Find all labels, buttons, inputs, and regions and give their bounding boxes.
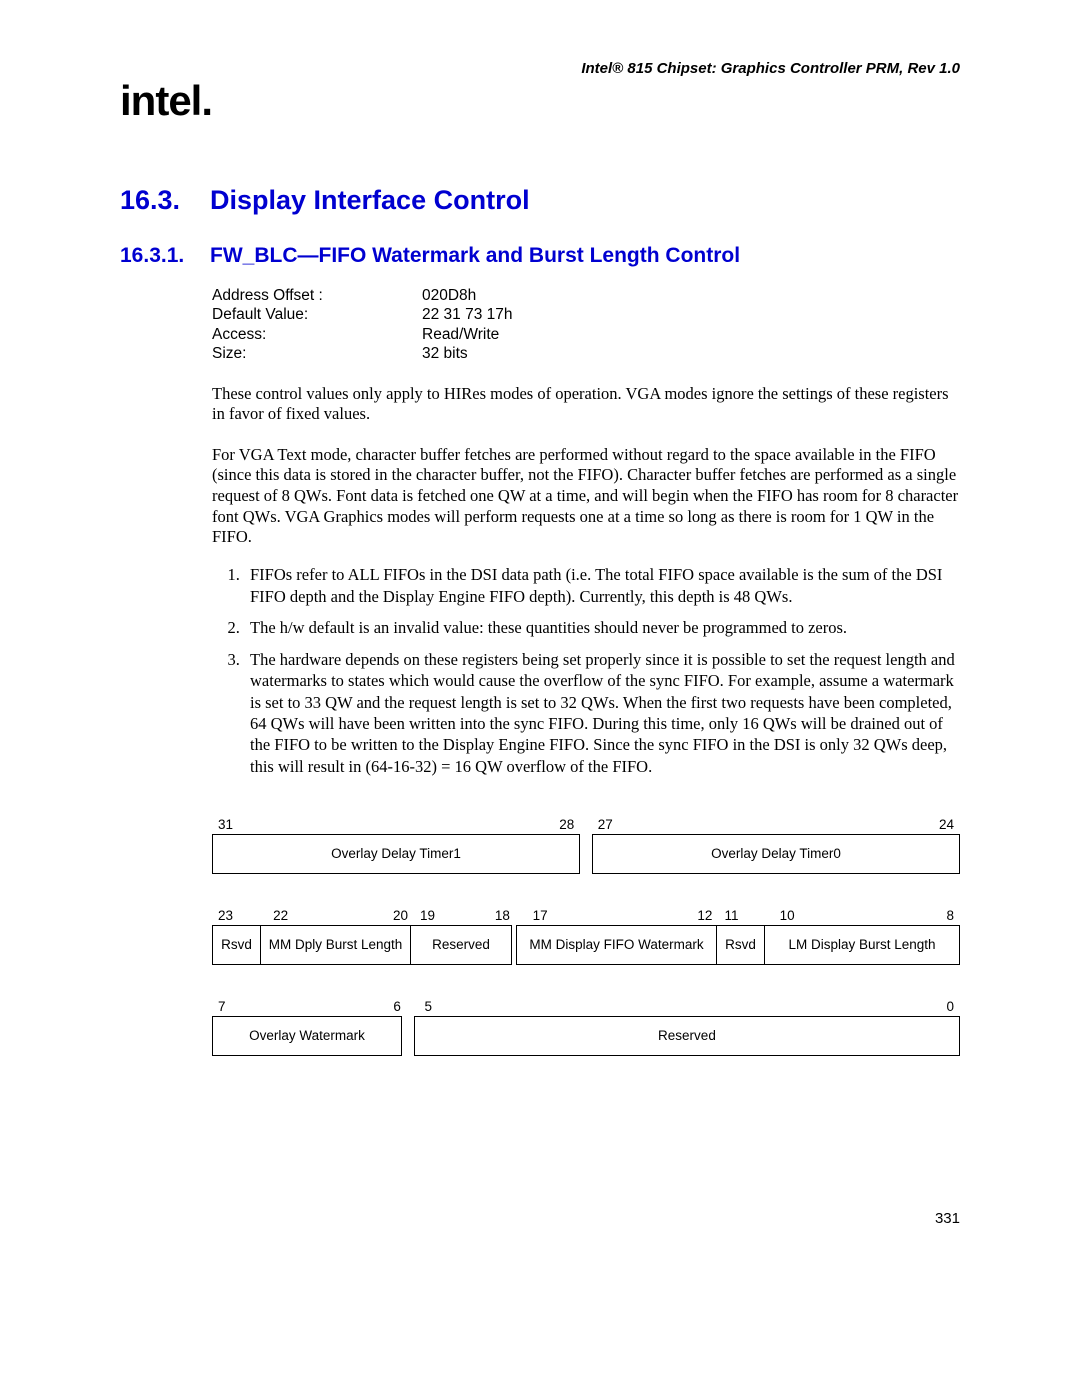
bf2-lmburst: LM Display Burst Length [765,926,959,964]
note-3: The hardware depends on these registers … [244,649,960,778]
bf1-timer0: Overlay Delay Timer0 [593,835,959,873]
bit-12: 12 [697,908,712,923]
bit-0: 0 [946,999,954,1014]
subsection-heading: 16.3.1.FW_BLC—FIFO Watermark and Burst L… [120,244,960,268]
bitfield-row-3: 7 6 5 0 Overlay Watermark Reserved [212,999,960,1056]
bf2-rsvd2: Rsvd [717,926,765,964]
bit-7: 7 [218,999,226,1014]
paragraph-2: For VGA Text mode, character buffer fetc… [212,445,960,548]
bit-17: 17 [533,908,548,923]
notes-list: FIFOs refer to ALL FIFOs in the DSI data… [212,564,960,777]
note-1: FIFOs refer to ALL FIFOs in the DSI data… [244,564,960,607]
bf3-ovwm: Overlay Watermark [213,1017,401,1055]
bit-28: 28 [559,817,574,832]
addr-offset-value: 020D8h [422,286,476,305]
bit-31: 31 [218,817,233,832]
section-heading: 16.3.Display Interface Control [120,185,960,216]
section-title: Display Interface Control [210,185,530,215]
bit-8: 8 [946,908,954,923]
bf2-mmburst: MM Dply Burst Length [261,926,411,964]
bitfield-row-2: 23 22 20 19 18 17 12 11 10 8 Rsvd MM Dply Bu… [212,908,960,965]
bit-11: 11 [724,908,738,923]
subsection-title: FW_BLC—FIFO Watermark and Burst Length C… [210,244,740,267]
bit-10: 10 [780,908,795,923]
addr-offset-label: Address Offset : [212,286,422,305]
access-value: Read/Write [422,325,499,344]
access-label: Access: [212,325,422,344]
bf2-mmfifo: MM Display FIFO Watermark [517,926,717,964]
bit-27: 27 [598,817,613,832]
bit-6: 6 [393,999,401,1014]
default-value-label: Default Value: [212,305,422,324]
section-number: 16.3. [120,185,210,216]
bit-20: 20 [393,908,408,923]
page-number: 331 [935,1210,960,1227]
note-2: The h/w default is an invalid value: the… [244,617,960,638]
bf1-timer1: Overlay Delay Timer1 [213,835,579,873]
bit-5: 5 [424,999,432,1014]
intel-logo: intel. [120,77,960,125]
doc-header-title: Intel® 815 Chipset: Graphics Controller … [120,60,960,77]
subsection-number: 16.3.1. [120,244,210,268]
paragraph-1: These control values only apply to HIRes… [212,384,960,425]
size-label: Size: [212,344,422,363]
default-value-value: 22 31 73 17h [422,305,513,324]
size-value: 32 bits [422,344,468,363]
bitfield-row-1: 31 28 27 24 Overlay Delay Timer1 Overlay… [212,817,960,874]
bf3-reserved: Reserved [415,1017,959,1055]
bit-22: 22 [273,908,288,923]
bf2-reserved: Reserved [411,926,511,964]
bit-18: 18 [495,908,510,923]
bit-24: 24 [939,817,954,832]
bf2-rsvd1: Rsvd [213,926,261,964]
bit-23: 23 [218,908,233,923]
bit-19: 19 [420,908,435,923]
register-fields: Address Offset : 020D8h Default Value: 2… [212,286,960,364]
